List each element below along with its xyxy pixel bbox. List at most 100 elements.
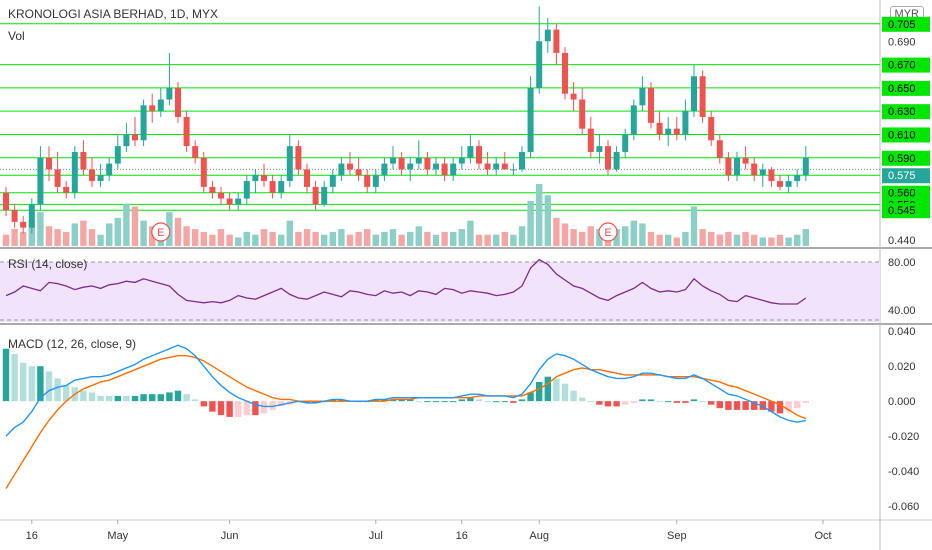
candle-body bbox=[355, 169, 362, 176]
candle-body bbox=[209, 186, 216, 193]
candle-body bbox=[450, 163, 457, 176]
macd-histogram-bar bbox=[733, 401, 741, 410]
volume-bar bbox=[192, 229, 199, 246]
candle-body bbox=[338, 163, 345, 176]
macd-histogram-bar bbox=[372, 399, 379, 402]
macd-histogram-bar bbox=[501, 401, 508, 403]
macd-histogram-bar bbox=[166, 392, 173, 402]
time-tick-label: 16 bbox=[456, 530, 468, 542]
candle-body bbox=[716, 140, 723, 158]
macd-histogram-bar bbox=[794, 401, 801, 409]
candle-body bbox=[132, 134, 138, 141]
volume-bar bbox=[561, 223, 569, 246]
volume-bar bbox=[329, 231, 336, 246]
volume-bar bbox=[768, 237, 775, 246]
candle-body bbox=[501, 163, 508, 170]
volume-bar bbox=[527, 200, 534, 246]
macd-histogram-bar bbox=[123, 395, 130, 402]
time-tick-label: May bbox=[107, 530, 128, 542]
volume-bar bbox=[682, 231, 689, 246]
candle-body bbox=[200, 157, 207, 187]
volume-bar bbox=[510, 234, 517, 246]
volume-bar bbox=[346, 234, 354, 246]
candle-body bbox=[519, 151, 525, 170]
candle-body bbox=[587, 128, 594, 152]
volume-bar bbox=[372, 234, 379, 246]
candle-body bbox=[725, 157, 732, 176]
macd-histogram-bar bbox=[80, 390, 87, 402]
candle-body bbox=[759, 169, 766, 176]
volume-bar bbox=[243, 231, 250, 246]
volume-bar bbox=[97, 234, 104, 246]
macd-histogram-bar bbox=[37, 366, 44, 402]
candle-body bbox=[166, 87, 173, 100]
macd-histogram-bar bbox=[338, 399, 345, 402]
level-price-label: 0.545 bbox=[888, 205, 916, 217]
macd-label: MACD (12, 26, close, 9) bbox=[8, 337, 136, 351]
candle-body bbox=[751, 163, 758, 176]
macd-histogram-bar bbox=[20, 362, 27, 402]
volume-bar bbox=[493, 234, 500, 246]
candle-body bbox=[157, 99, 164, 112]
candle-body bbox=[630, 105, 637, 135]
candle-body bbox=[123, 134, 130, 147]
volume-bar bbox=[217, 229, 225, 246]
candle-body bbox=[562, 52, 568, 94]
volume-bar bbox=[424, 231, 431, 246]
level-price-tag bbox=[882, 57, 930, 73]
level-price-label: 0.590 bbox=[888, 153, 916, 165]
macd-histogram-bar bbox=[527, 392, 534, 402]
volume-bar bbox=[639, 223, 646, 246]
candle-body bbox=[536, 41, 543, 88]
volume-bar bbox=[432, 234, 440, 246]
candle-body bbox=[458, 157, 465, 164]
candle-body bbox=[527, 87, 534, 152]
macd-histogram-bar bbox=[467, 397, 474, 402]
macd-histogram-bar bbox=[415, 401, 422, 403]
candle-body bbox=[768, 169, 775, 182]
candle-body bbox=[605, 146, 611, 170]
macd-histogram-bar bbox=[561, 383, 569, 402]
macd-histogram-bar bbox=[699, 401, 706, 403]
candle-body bbox=[622, 134, 629, 152]
price-tick-label: 0.690 bbox=[888, 36, 916, 48]
rsi-tick-label: 80.00 bbox=[888, 257, 916, 269]
candle-body bbox=[89, 169, 95, 182]
macd-histogram-bar bbox=[63, 385, 70, 402]
volume-bar bbox=[475, 234, 483, 246]
candle-body bbox=[544, 29, 551, 42]
volume-bar bbox=[389, 229, 397, 246]
candle-body bbox=[304, 169, 310, 187]
candle-body bbox=[656, 122, 663, 135]
level-price-label: 0.670 bbox=[888, 60, 916, 72]
candle-body bbox=[673, 128, 680, 135]
macd-histogram-bar bbox=[630, 401, 637, 403]
volume-bar bbox=[200, 231, 207, 246]
macd-histogram-bar bbox=[458, 399, 465, 402]
volume-bar bbox=[312, 231, 319, 246]
volume-bar bbox=[751, 234, 758, 246]
macd-pane: MACD (12, 26, close, 9) 0.040 0.020 0.000 -0… bbox=[2, 326, 919, 513]
time-tick-label: Jul bbox=[369, 530, 383, 542]
volume-bar bbox=[458, 229, 465, 246]
level-price-label: 0.560 bbox=[888, 188, 916, 200]
candle-body bbox=[28, 204, 35, 228]
candle-body bbox=[665, 128, 672, 135]
volume-bar bbox=[725, 231, 732, 246]
macd-histogram-bar bbox=[329, 399, 336, 402]
candle-body bbox=[691, 76, 697, 112]
volume-bar bbox=[303, 229, 311, 246]
level-price-tag bbox=[882, 127, 930, 143]
candle-body bbox=[71, 151, 78, 193]
candle-body bbox=[553, 29, 560, 53]
volume-bar bbox=[518, 226, 526, 246]
time-tick-label: 16 bbox=[26, 530, 38, 542]
time-axis: 16 May Jun Jul 16 Aug Sep Oct bbox=[26, 520, 832, 542]
level-price-label: 0.630 bbox=[888, 106, 916, 118]
macd-histogram-bar bbox=[785, 401, 792, 412]
candle-body bbox=[97, 175, 104, 182]
candle-body bbox=[433, 163, 439, 170]
candle-body bbox=[381, 163, 388, 176]
candle-body bbox=[777, 181, 783, 187]
